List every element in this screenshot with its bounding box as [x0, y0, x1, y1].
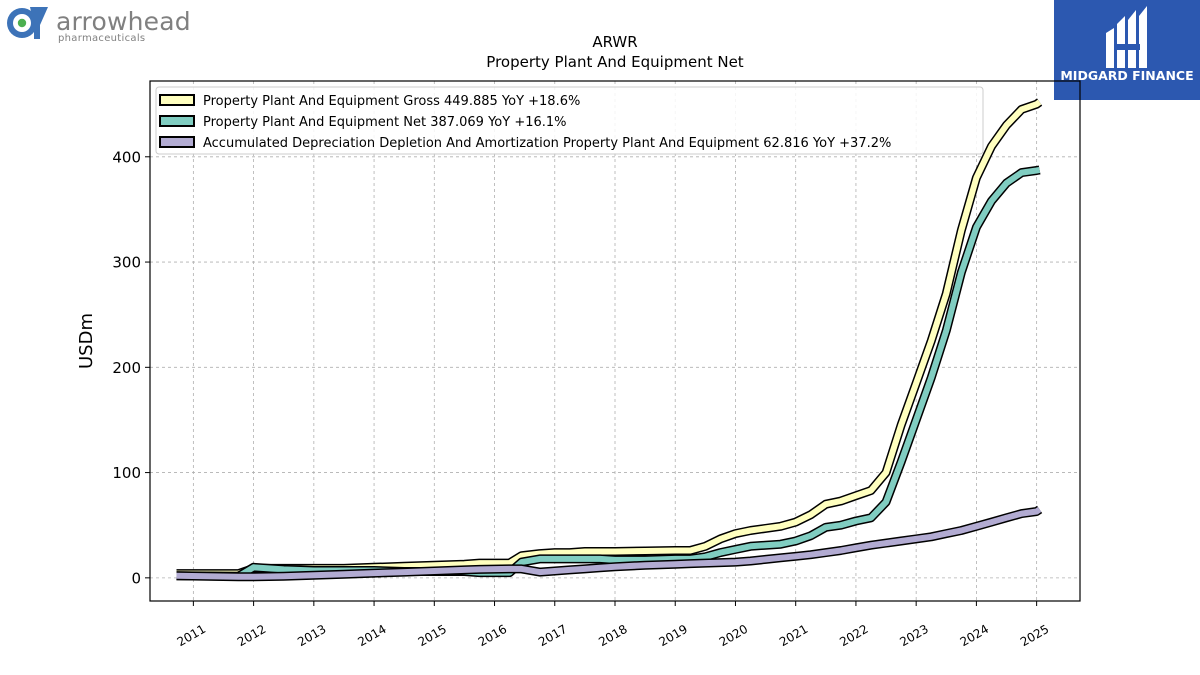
x-tick-label: 2019 — [657, 622, 690, 649]
x-tick-label: 2023 — [897, 622, 930, 649]
series-line-0 — [176, 99, 1042, 577]
x-tick-label: 2011 — [175, 622, 208, 649]
x-tick-label: 2016 — [476, 622, 509, 649]
arrowhead-logo-icon — [7, 7, 48, 39]
x-tick-label: 2012 — [235, 622, 268, 649]
series-line-2 — [176, 506, 1042, 580]
legend-label-1: Property Plant And Equipment Net 387.069… — [203, 115, 567, 130]
company-logo: arrowhead pharmaceuticals — [4, 4, 194, 44]
legend-label-0: Property Plant And Equipment Gross 449.8… — [203, 94, 580, 109]
legend-swatch-1 — [159, 115, 195, 127]
chart-subtitle: Property Plant And Equipment Net — [486, 53, 743, 71]
x-tick-label: 2020 — [717, 622, 750, 649]
brand-logo: MIDGARD FINANCE — [1054, 0, 1200, 100]
x-tick-label: 2018 — [596, 622, 629, 649]
company-subtitle: pharmaceuticals — [58, 33, 146, 44]
series-outline-1 — [176, 165, 1042, 581]
x-tick-label: 2015 — [416, 622, 449, 649]
series-line-1 — [176, 166, 1041, 580]
y-tick-label: 100 — [112, 464, 141, 482]
series-layer — [176, 98, 1043, 582]
chart-title: ARWR — [592, 33, 637, 51]
y-tick-label: 300 — [112, 254, 141, 272]
x-tick-label: 2025 — [1018, 622, 1051, 649]
y-tick-label: 400 — [112, 148, 141, 166]
legend-box — [155, 86, 984, 155]
x-tick-label: 2017 — [536, 622, 569, 649]
y-tick-label: 200 — [112, 359, 141, 377]
company-name: arrowhead — [56, 7, 191, 36]
series-outline-0 — [176, 98, 1043, 579]
legend-label-2: Accumulated Depreciation Depletion And A… — [203, 136, 891, 151]
brand-name: MIDGARD FINANCE — [1060, 68, 1194, 83]
x-tick-label: 2013 — [295, 622, 328, 649]
midgard-logo-icon — [1106, 6, 1147, 68]
y-tick-label: 0 — [131, 569, 141, 587]
legend: Property Plant And Equipment Gross 449.8… — [155, 86, 984, 155]
x-tick-label: 2014 — [355, 622, 388, 649]
legend-swatch-0 — [159, 94, 195, 106]
x-tick-label: 2021 — [777, 622, 810, 649]
x-tick-label: 2022 — [837, 622, 870, 649]
y-axis-label: USDm — [76, 313, 97, 369]
x-tick-label: 2024 — [958, 622, 991, 649]
legend-swatch-2 — [159, 136, 195, 148]
